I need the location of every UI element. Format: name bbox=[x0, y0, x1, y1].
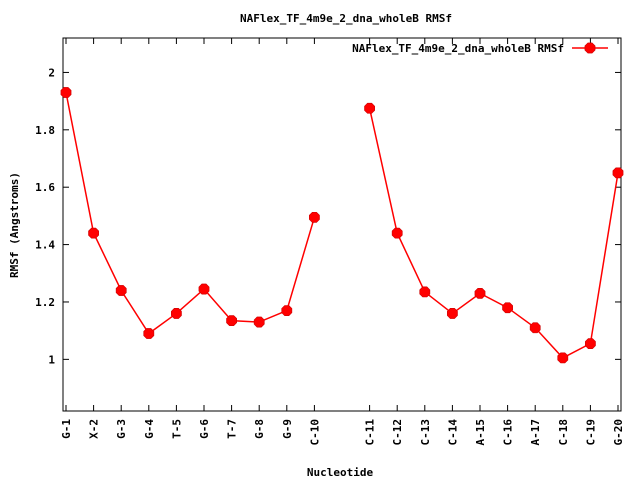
x-tick-label: G-6 bbox=[198, 419, 211, 439]
series-line bbox=[65, 92, 316, 335]
x-tick-label: C-14 bbox=[446, 419, 459, 446]
plot-frame bbox=[62, 37, 622, 412]
data-point bbox=[253, 316, 265, 328]
data-point bbox=[474, 287, 486, 299]
data-point bbox=[60, 87, 72, 98]
data-point bbox=[612, 167, 624, 179]
x-tick-label: C-12 bbox=[391, 419, 404, 446]
y-tick-label: 1.2 bbox=[35, 296, 55, 309]
data-point bbox=[585, 338, 596, 349]
x-tick-label: C-11 bbox=[364, 419, 377, 446]
legend-label: NAFlex_TF_4m9e_2_dna_wholeB RMSf bbox=[352, 42, 564, 55]
data-point bbox=[171, 308, 182, 319]
data-point bbox=[198, 283, 210, 295]
y-tick-label: 1.6 bbox=[35, 181, 55, 194]
y-tick-label: 2 bbox=[48, 66, 55, 79]
legend-marker-swatch bbox=[584, 42, 596, 54]
x-tick-label: A-15 bbox=[474, 419, 487, 446]
y-axis: 1 1.2 1.4 1.6 1.8 2 bbox=[35, 66, 621, 366]
data-point bbox=[226, 315, 237, 327]
chart-title: NAFlex_TF_4m9e_2_dna_wholeB RMSf bbox=[240, 12, 452, 25]
x-tick-label: T-5 bbox=[170, 419, 183, 439]
y-tick-label: 1.8 bbox=[35, 124, 55, 137]
x-tick-label: C-13 bbox=[419, 419, 432, 446]
x-axis: G-1 X-2 G-3 G-4 T-5 G-6 T-7 G-8 G-9 C-10 C-11 C-12 C… bbox=[60, 38, 625, 446]
x-axis-label: Nucleotide bbox=[307, 466, 374, 479]
y-axis-label: RMSf (Angstroms) bbox=[8, 172, 21, 278]
x-tick-label: X-2 bbox=[88, 419, 101, 439]
y-tick-label: 1 bbox=[48, 353, 55, 366]
data-point bbox=[502, 302, 513, 314]
x-tick-label: A-17 bbox=[529, 419, 542, 446]
x-tick-label: C-16 bbox=[502, 419, 515, 446]
data-point bbox=[143, 328, 155, 339]
data-point bbox=[419, 286, 431, 298]
data-point bbox=[364, 102, 375, 114]
x-tick-label: G-9 bbox=[281, 419, 294, 439]
y-tick-label: 1.4 bbox=[35, 239, 55, 252]
series-line bbox=[368, 108, 619, 359]
data-point bbox=[88, 227, 99, 239]
x-tick-label: G-4 bbox=[143, 419, 156, 439]
x-tick-label: C-10 bbox=[308, 419, 321, 446]
series-layer bbox=[60, 87, 624, 364]
x-tick-label: G-20 bbox=[612, 419, 625, 446]
data-point bbox=[281, 305, 293, 316]
x-tick-label: G-8 bbox=[253, 419, 266, 439]
data-point bbox=[115, 285, 127, 296]
x-tick-label: C-19 bbox=[584, 419, 597, 446]
x-tick-label: G-3 bbox=[115, 419, 128, 439]
data-point bbox=[391, 227, 403, 239]
legend: NAFlex_TF_4m9e_2_dna_wholeB RMSf bbox=[352, 42, 608, 55]
x-tick-label: C-18 bbox=[557, 419, 570, 446]
data-point bbox=[557, 352, 569, 364]
x-tick-label: G-1 bbox=[60, 419, 73, 439]
data-point bbox=[447, 308, 458, 319]
data-point bbox=[309, 211, 320, 223]
data-point bbox=[529, 322, 541, 334]
x-tick-label: T-7 bbox=[226, 419, 239, 439]
